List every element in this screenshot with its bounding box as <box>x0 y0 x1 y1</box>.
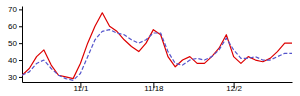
y-tick: 60 <box>8 22 22 31</box>
series-line <box>22 30 292 81</box>
y-tick-label: 30 <box>8 73 17 82</box>
y-tick-mark <box>19 43 22 44</box>
y-tick: 50 <box>8 39 22 48</box>
y-axis: 30 40 50 60 70 <box>8 5 22 82</box>
y-tick-label: 60 <box>8 22 17 31</box>
x-tick-label: 11/18 <box>144 84 164 93</box>
y-axis-line <box>22 7 23 83</box>
chart: 11/1 11/18 12/2 30 40 50 60 70 <box>0 0 300 96</box>
y-tick-mark <box>19 60 22 61</box>
x-tick: 11/18 <box>144 82 164 93</box>
y-tick-mark <box>19 77 22 78</box>
y-tick: 70 <box>8 5 22 14</box>
plot: 11/1 11/18 12/2 30 40 50 60 70 <box>8 5 292 92</box>
x-tick: 11/1 <box>73 82 89 93</box>
lines <box>22 13 292 81</box>
y-tick-label: 70 <box>8 5 17 14</box>
x-tick-label: 12/2 <box>226 84 242 93</box>
y-tick: 40 <box>8 56 22 65</box>
x-tick: 12/2 <box>226 82 242 93</box>
y-tick-label: 50 <box>8 39 17 48</box>
x-axis: 11/1 11/18 12/2 <box>23 82 293 93</box>
y-tick-mark <box>19 26 22 27</box>
series-line <box>22 13 292 79</box>
y-tick: 30 <box>8 73 22 82</box>
y-tick-label: 40 <box>8 56 17 65</box>
y-tick-mark <box>19 9 22 10</box>
x-tick-label: 11/1 <box>73 84 89 93</box>
